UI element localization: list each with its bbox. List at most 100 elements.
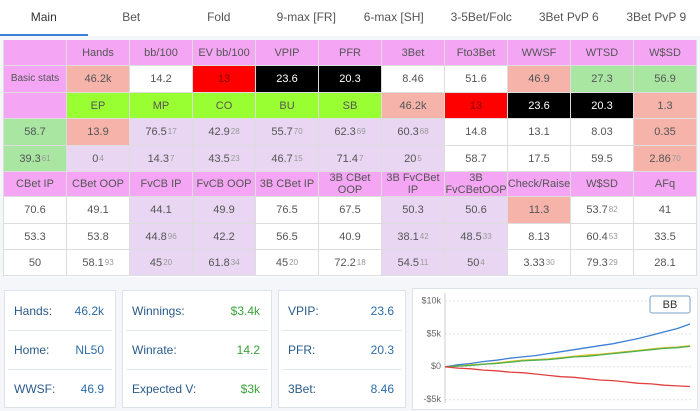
- cell-sub: 20: [163, 257, 173, 267]
- table-cell: 20.3: [571, 93, 634, 119]
- table-cell: 14.2: [130, 66, 193, 93]
- separator: [8, 369, 112, 370]
- cell-text: BU: [279, 99, 295, 112]
- table-cell: VPIP: [256, 40, 319, 66]
- table-cell: 45 20: [256, 250, 319, 276]
- cell-text: 50.6: [465, 204, 487, 216]
- table-cell: CBet OOP: [67, 172, 130, 197]
- table-cell: 33.5: [634, 224, 697, 250]
- cell-text: Check/Raise: [507, 178, 571, 190]
- table-cell: SB: [319, 93, 382, 119]
- cell-text: 60.4: [586, 230, 608, 243]
- cell-text: 54.5: [397, 256, 420, 269]
- cell-text: FvCB IP: [140, 178, 182, 190]
- cell-text: 76.5: [145, 126, 167, 138]
- table-cell: 58.1 93: [67, 250, 130, 276]
- cell-text: 27.3: [591, 73, 613, 85]
- cell-text: 53.8: [87, 230, 109, 243]
- cell-sub: 69: [356, 127, 366, 136]
- summary-label: Expected V:: [132, 382, 197, 396]
- table-cell: 3.33 30: [508, 250, 571, 276]
- cell-text: 71.4: [336, 152, 358, 165]
- table-cell: 51.6: [445, 66, 508, 93]
- cell-sub: 23: [230, 153, 240, 163]
- tab[interactable]: 9-max [FR]: [276, 10, 336, 24]
- cell-sub: 42: [419, 231, 429, 241]
- cell-text: 40.9: [339, 230, 361, 243]
- summary-value: $3.4k: [230, 304, 260, 318]
- table-cell: 14.8: [445, 119, 508, 146]
- table-cell: 46.9: [508, 66, 571, 93]
- table-cell: 3B CBet OOP: [319, 172, 382, 197]
- cell-text: 49.9: [213, 204, 235, 216]
- summary-box: [4, 290, 116, 408]
- table-cell: 3B FvCBetOOP: [445, 172, 508, 197]
- cell-sub: 70: [671, 153, 681, 163]
- table-cell: 43.5 23: [193, 146, 256, 172]
- separator: [126, 369, 268, 370]
- line: [444, 345, 691, 368]
- cell-text: 58.7: [465, 152, 487, 165]
- table-cell: 76.5 17: [130, 119, 193, 146]
- cell-sub: 18: [356, 257, 366, 267]
- table-cell: [4, 40, 67, 66]
- table-cell: 55.7 70: [256, 119, 319, 146]
- table-cell: 3B CBet IP: [256, 172, 319, 197]
- cell-text: CO: [215, 99, 233, 112]
- table-cell: 61.8 34: [193, 250, 256, 276]
- table-cell: 50.6: [445, 197, 508, 224]
- table-cell: 62.3 69: [319, 119, 382, 146]
- tab[interactable]: Fold: [207, 10, 231, 24]
- cell-sub: 30: [545, 257, 555, 267]
- tab[interactable]: 3-5Bet/Folc: [450, 10, 512, 24]
- table-cell: 11.3: [508, 197, 571, 224]
- cell-text: 58.1: [82, 256, 104, 269]
- table-cell: 23.6: [256, 66, 319, 93]
- tab[interactable]: 6-max [SH]: [363, 10, 424, 24]
- cell-text: 44.1: [150, 204, 172, 216]
- cell-sub: 20: [289, 257, 299, 267]
- cell-text: W$SD: [649, 46, 681, 59]
- bb-button[interactable]: [649, 295, 691, 314]
- table-cell: 28.1: [634, 250, 697, 276]
- tab[interactable]: Main: [0, 0, 88, 36]
- tab[interactable]: Bet: [122, 10, 141, 24]
- table-cell: 17.5: [508, 146, 571, 172]
- cell-sub: 11: [420, 257, 429, 267]
- cell-text: 13.9: [87, 126, 109, 138]
- cell-text: 28.1: [654, 256, 676, 269]
- cell-text: 8.13: [528, 230, 550, 243]
- cell-sub: 33: [482, 231, 492, 241]
- table-cell: 1.3: [634, 93, 697, 119]
- cell-text: 14.3: [147, 152, 169, 165]
- cell-text: 56.5: [276, 230, 298, 243]
- cell-text: 23.6: [276, 73, 298, 85]
- table-cell: 20 5: [382, 146, 445, 172]
- cell-text: 3B CBet OOP: [329, 172, 371, 196]
- cell-text: 23.6: [528, 99, 550, 112]
- cell-text: 43.5: [208, 152, 230, 165]
- cell-text: 14.8: [465, 126, 487, 138]
- table-cell: FvCB OOP: [193, 172, 256, 197]
- table-cell: W$SD: [571, 172, 634, 197]
- table-cell: 67.5: [319, 197, 382, 224]
- table-cell: 72.2 18: [319, 250, 382, 276]
- cell-text: WTSD: [585, 46, 619, 59]
- cell-text: 38.1: [397, 230, 419, 243]
- cell-text: 46.2k: [399, 99, 427, 112]
- summary-value: 14.2: [236, 343, 260, 357]
- cell-text: 11.3: [528, 204, 550, 216]
- table-cell: 44.8 96: [130, 224, 193, 250]
- tab[interactable]: 3Bet PvP 6: [538, 10, 599, 24]
- tab[interactable]: 3Bet PvP 9: [626, 10, 687, 24]
- y-tick-label: $5k: [426, 328, 441, 338]
- table-cell: FvCB IP: [130, 172, 193, 197]
- summary-value: 8.46: [370, 382, 394, 396]
- cell-text: 61.8: [208, 256, 230, 269]
- cell-text: CBet IP: [16, 178, 54, 190]
- table-cell: MP: [130, 93, 193, 119]
- cell-text: 13: [217, 73, 231, 85]
- table-cell: 46.7 15: [256, 146, 319, 172]
